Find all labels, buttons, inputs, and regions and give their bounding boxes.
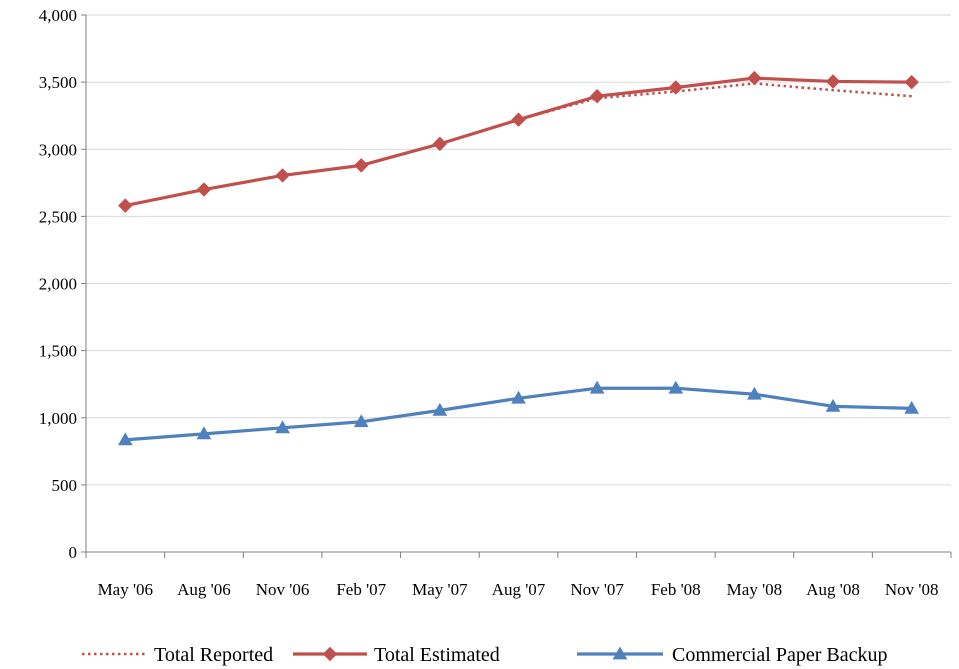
y-tick-label: 2,000 xyxy=(39,275,77,294)
data-point xyxy=(904,74,919,90)
y-tick-label: 500 xyxy=(52,476,78,495)
x-tick-label: Aug '07 xyxy=(492,580,546,599)
data-point xyxy=(511,112,526,127)
legend-swatch-marker xyxy=(322,646,338,662)
series-0 xyxy=(125,82,912,207)
data-point xyxy=(747,386,762,400)
data-point xyxy=(904,400,920,414)
data-point xyxy=(668,380,684,394)
x-tick-label: Nov '08 xyxy=(885,580,939,599)
x-tick-label: Nov '07 xyxy=(570,580,624,599)
legend-label: Total Reported xyxy=(154,644,273,666)
data-point xyxy=(117,432,133,446)
data-point xyxy=(275,420,290,434)
data-point xyxy=(353,414,369,428)
y-tick-label: 1,000 xyxy=(39,409,77,428)
x-tick-label: Feb '07 xyxy=(336,580,386,599)
data-point xyxy=(354,158,369,173)
y-tick-label: 1,500 xyxy=(39,342,77,361)
y-tick-label: 3,000 xyxy=(39,140,77,159)
series-layer xyxy=(117,70,920,446)
data-point xyxy=(747,70,762,86)
y-tick-label: 3,500 xyxy=(39,73,77,92)
x-tick-label: Aug '06 xyxy=(177,580,231,599)
y-axis-ticks: 0 500 1,000 1,500 2,000 2,500 3,000 3,500 4,000 xyxy=(39,6,86,562)
series-2 xyxy=(117,380,920,446)
legend-entry: Total Reported xyxy=(82,644,273,666)
data-point xyxy=(511,390,526,404)
x-tick-label: May '06 xyxy=(98,580,153,599)
x-tick-label: May '08 xyxy=(727,580,782,599)
data-point xyxy=(668,80,683,95)
gridlines xyxy=(86,14,951,486)
series-1 xyxy=(118,70,919,213)
legend-label: Total Estimated xyxy=(374,644,500,666)
y-tick-label: 0 xyxy=(69,543,78,562)
data-point xyxy=(432,402,448,416)
y-tick-label: 4,000 xyxy=(39,6,77,25)
legend-entry: Commercial Paper Backup xyxy=(577,644,888,666)
legend-swatch-marker xyxy=(612,646,628,660)
data-point xyxy=(196,182,212,197)
x-axis-ticks: May '06 Aug '06 Nov '06 Feb '07 May '07 Aug '… xyxy=(85,552,952,599)
data-point xyxy=(589,380,605,394)
x-tick-label: May '07 xyxy=(412,580,468,599)
series-line xyxy=(125,82,912,207)
x-tick-label: Feb '08 xyxy=(651,580,701,599)
x-tick-label: Nov '06 xyxy=(256,580,310,599)
data-point xyxy=(825,74,841,89)
y-tick-label: 2,500 xyxy=(39,207,77,226)
legend-label: Commercial Paper Backup xyxy=(672,644,888,666)
data-point xyxy=(196,426,212,440)
data-point xyxy=(118,198,133,213)
legend: Total Reported Total Estimated Commercial … xyxy=(82,644,888,666)
data-point xyxy=(275,168,290,183)
legend-entry: Total Estimated xyxy=(293,644,500,666)
data-point xyxy=(825,398,841,412)
data-point xyxy=(589,89,605,104)
x-tick-label: Aug '08 xyxy=(806,580,860,599)
data-point xyxy=(432,136,448,152)
series-line xyxy=(124,76,912,208)
